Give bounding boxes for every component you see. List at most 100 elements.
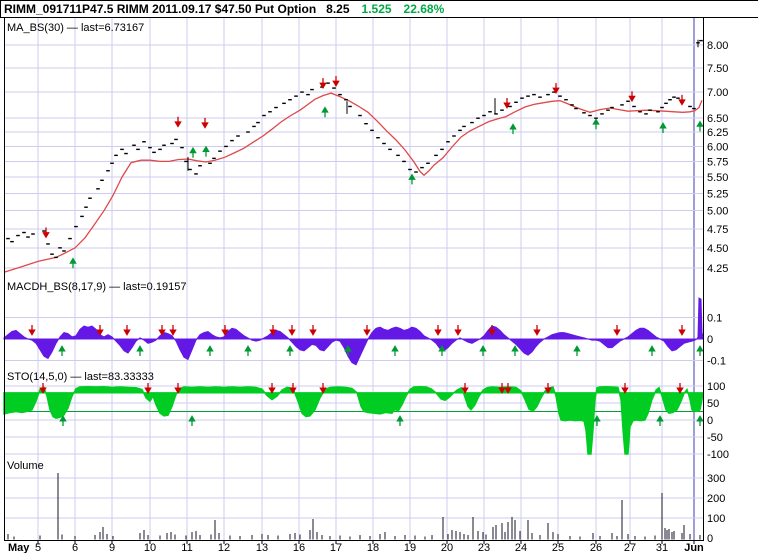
x-axis-label: 10 [144,542,156,553]
sto-axis-label: 0 [707,415,713,427]
price-tick [6,237,10,240]
x-axis-label: 27 [624,542,636,553]
price-change-pct: 22.68% [403,2,445,16]
buy-arrow-icon [511,345,519,356]
price-tick [600,113,604,115]
price-tick [274,106,278,109]
price-tick [606,109,610,111]
price-tick [184,160,188,163]
price-tick [688,105,692,108]
volume-axis-label: 100 [707,513,725,525]
price-tick [208,162,212,164]
price-tick [358,114,362,117]
buy-arrow-icon [202,145,210,157]
price-tick [648,109,652,111]
price-tick [370,129,374,132]
buy-arrow-icon [396,415,404,426]
price-tick [610,106,614,109]
price-tick [402,160,406,163]
price-tick [174,138,178,141]
buy-arrow-icon [58,345,66,356]
buy-arrow-icon [592,118,600,130]
price-tick [414,171,418,173]
price-tick [582,112,586,114]
price-tick [574,107,578,110]
price-tick [188,168,192,171]
price-tick [148,146,152,149]
sell-arrow-icon [123,325,131,336]
x-axis-label: 12 [218,542,230,553]
price-tick [246,131,250,133]
price-tick [672,96,676,98]
sell-arrow-icon [158,325,166,336]
x-axis-label: 19 [404,542,416,553]
price-tick [532,93,536,96]
sell-arrow-icon [332,76,340,87]
price-tick [224,145,228,148]
price-tick [124,152,128,155]
sell-arrow-icon [488,325,496,336]
price-tick [676,97,680,99]
sell-arrow-icon [39,383,47,394]
sell-arrow-icon [319,78,327,89]
sell-arrow-icon [533,325,541,336]
x-axis-label: 18 [367,542,379,553]
price-axis-label: 5.25 [707,189,728,201]
price-tick [382,142,386,145]
price-tick [152,151,156,154]
price-tick [664,102,668,105]
price-tick [656,111,660,113]
buy-arrow-icon [656,415,664,426]
price-tick [230,139,234,142]
price-tick [310,88,314,91]
buy-arrow-icon [189,146,197,158]
price-tick [446,141,450,143]
price-tick [440,148,444,151]
price-tick [80,215,84,218]
price-tick [50,253,54,255]
price-tick [376,137,380,139]
sto-axis-label: 100 [707,381,725,393]
price-tick [434,154,438,157]
price-tick [500,109,504,111]
price-axis-label: 5.50 [707,172,728,184]
x-axis-label: 17 [330,542,342,553]
price-tick [692,107,696,110]
sto-axis-label: 50 [707,398,719,410]
sell-arrow-icon [498,383,506,394]
price-tick [10,240,14,243]
price-tick [114,154,118,157]
price-tick [626,100,630,102]
price-tick [256,121,260,124]
price-tick [462,125,466,128]
buy-arrow-icon [593,415,601,426]
buy-arrow-icon [344,345,352,356]
x-axis-label: 5 [35,542,41,553]
price-tick [332,87,336,89]
x-axis-label: 25 [552,542,564,553]
volume-axis-label: 200 [707,493,725,505]
price-tick [546,93,550,96]
sell-arrow-icon [28,325,36,336]
buy-arrow-icon [391,345,399,356]
sell-arrow-icon [201,117,209,129]
price-tick [388,148,392,151]
price-tick [520,97,524,99]
sell-arrow-icon [544,383,552,394]
buy-arrow-icon [648,345,656,356]
price-axis-label: 7.50 [707,63,728,75]
volume-axis-label: 300 [707,473,725,485]
price-tick [644,113,648,115]
sell-arrow-icon [628,91,636,103]
price-tick [88,197,92,199]
sell-arrow-icon [96,325,104,336]
sell-arrow-icon [621,383,629,394]
price-axis-label: 7.00 [707,87,728,99]
page-title: RIMM_091711P47.5 RIMM 2011.09.17 $47.50 … [4,2,317,16]
price-tick [46,243,50,245]
price-tick [198,165,202,167]
x-axis-label: 24 [515,542,527,553]
buy-arrow-icon [408,173,416,185]
